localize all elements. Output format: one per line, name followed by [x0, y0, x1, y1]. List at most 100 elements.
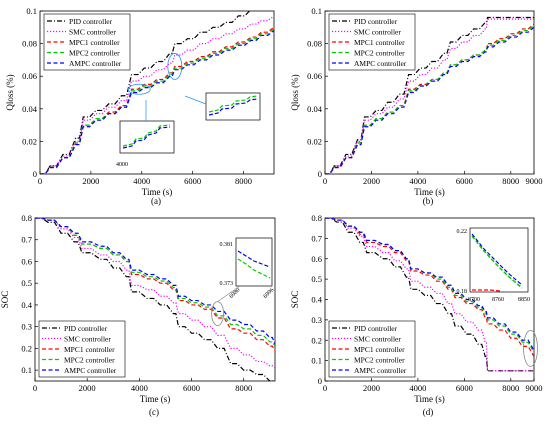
x-tick-label: 2000 [82, 176, 99, 186]
panel-b: 0 2000 4000 6000 8000 9000 0 0.02 0.04 0.06 0.08 0.… [290, 6, 543, 206]
y-tick-label: 0.8 [311, 213, 322, 223]
y-tick-label: 0.1 [26, 6, 37, 16]
inset-line [471, 233, 523, 286]
x-tick-label: 8000 [502, 176, 519, 186]
legend-label: SMC controller [354, 334, 401, 343]
x-tick-label: 9000 [526, 383, 543, 393]
y-axis-label: Qloss (%) [290, 74, 300, 110]
inset-arrow [217, 285, 241, 302]
inset-line [208, 95, 258, 113]
x-axis-label: Time (s) [414, 187, 444, 197]
inset-tick-label: 8760 [492, 297, 504, 303]
legend-box [328, 13, 416, 71]
panel-caption: (d) [423, 407, 434, 417]
x-tick-label: 6000 [456, 176, 473, 186]
y-tick-label: 0.02 [307, 136, 322, 146]
inset-tick-label: 0.22 [457, 229, 468, 235]
x-tick-label: 0 [33, 383, 37, 393]
panel-a: 0 2000 4000 6000 8000 0 0.02 0.04 0.06 0.08 0.1 Tim… [5, 6, 275, 206]
x-tick-label: 0 [38, 176, 42, 186]
legend-label: MPC1 controller [64, 345, 115, 354]
legend-label: AMPC controller [354, 366, 407, 375]
y-tick-label: 0.2 [311, 335, 322, 345]
series-line-ampc [35, 218, 275, 345]
series-group [325, 16, 534, 174]
x-axis-label: Time (s) [142, 187, 172, 197]
legend-label: MPC2 controller [354, 48, 405, 57]
legend-label: PID controller [64, 324, 108, 333]
legend-label: MPC1 controller [69, 38, 120, 47]
y-tick-label: 0.02 [22, 136, 37, 146]
legend-label: PID controller [354, 17, 398, 26]
x-tick-label: 4000 [131, 383, 148, 393]
zoom-ellipse [127, 83, 151, 95]
y-tick-label: 0.7 [21, 235, 32, 245]
y-tick-label: 0.1 [311, 356, 322, 366]
inset-tick-label: 0.18 [457, 289, 468, 295]
inset-line [237, 258, 271, 279]
y-tick-label: 0.08 [22, 39, 37, 49]
series-group [40, 11, 274, 174]
y-tick-label: 0.3 [311, 315, 322, 325]
legend-label: SMC controller [69, 27, 116, 36]
inset-line [122, 126, 171, 149]
x-tick-label: 6000 [183, 383, 200, 393]
y-tick-label: 0.08 [307, 39, 322, 49]
inset-arrow [184, 95, 207, 105]
x-axis-label: Time (s) [414, 394, 444, 404]
y-tick-label: 0.06 [22, 71, 37, 81]
y-tick-label: 0.06 [307, 71, 322, 81]
x-tick-label: 9000 [526, 176, 543, 186]
inset-tick-label: 0.381 [220, 242, 234, 248]
y-tick-label: 0.1 [21, 365, 32, 375]
panel-caption: (b) [423, 196, 434, 206]
legend-label: MPC1 controller [354, 38, 405, 47]
legend-label: SMC controller [354, 27, 401, 36]
y-tick-label: 0.3 [21, 322, 32, 332]
y-tick-label: 0 [33, 169, 37, 179]
x-tick-label: 4000 [409, 176, 426, 186]
inset-line [208, 98, 258, 116]
legend-label: MPC2 controller [69, 48, 120, 57]
legend-label: AMPC controller [64, 366, 117, 375]
inset-tick-label: 4000 [116, 162, 128, 168]
series-line-smc [40, 15, 274, 174]
x-tick-label: 8000 [502, 383, 519, 393]
x-tick-label: 2000 [363, 383, 380, 393]
y-tick-label: 0.6 [311, 254, 322, 264]
inset-box [235, 237, 273, 287]
y-axis-label: Qloss (%) [5, 74, 15, 110]
x-tick-label: 6000 [184, 176, 201, 186]
y-tick-label: 0.7 [311, 233, 322, 243]
series-group [35, 218, 275, 381]
y-axis-label: SOC [0, 291, 10, 309]
legend-box [43, 13, 131, 71]
legend-label: MPC1 controller [354, 345, 405, 354]
x-tick-label: 8000 [235, 383, 252, 393]
legend-box [328, 320, 416, 378]
legend-label: AMPC controller [69, 59, 122, 68]
y-tick-label: 0 [318, 169, 322, 179]
x-tick-label: 8000 [235, 176, 252, 186]
series-line-pid [40, 11, 251, 174]
series-line-smc [325, 218, 534, 372]
panel-caption: (a) [151, 196, 161, 206]
series-line-ampc [40, 30, 274, 174]
zoom-ellipse [523, 329, 538, 367]
inset-line [472, 289, 501, 292]
x-tick-label: 0 [323, 383, 327, 393]
series-line-ampc [325, 218, 534, 351]
series-group [325, 218, 534, 372]
series-line-mpc2 [325, 25, 534, 174]
x-axis-label: Time (s) [140, 394, 170, 404]
y-tick-label: 0.04 [307, 104, 323, 114]
legend-label: MPC2 controller [354, 355, 405, 364]
inset-tick-label: 8850 [518, 297, 530, 303]
y-tick-label: 0.04 [22, 104, 38, 114]
x-tick-label: 6000 [456, 383, 473, 393]
